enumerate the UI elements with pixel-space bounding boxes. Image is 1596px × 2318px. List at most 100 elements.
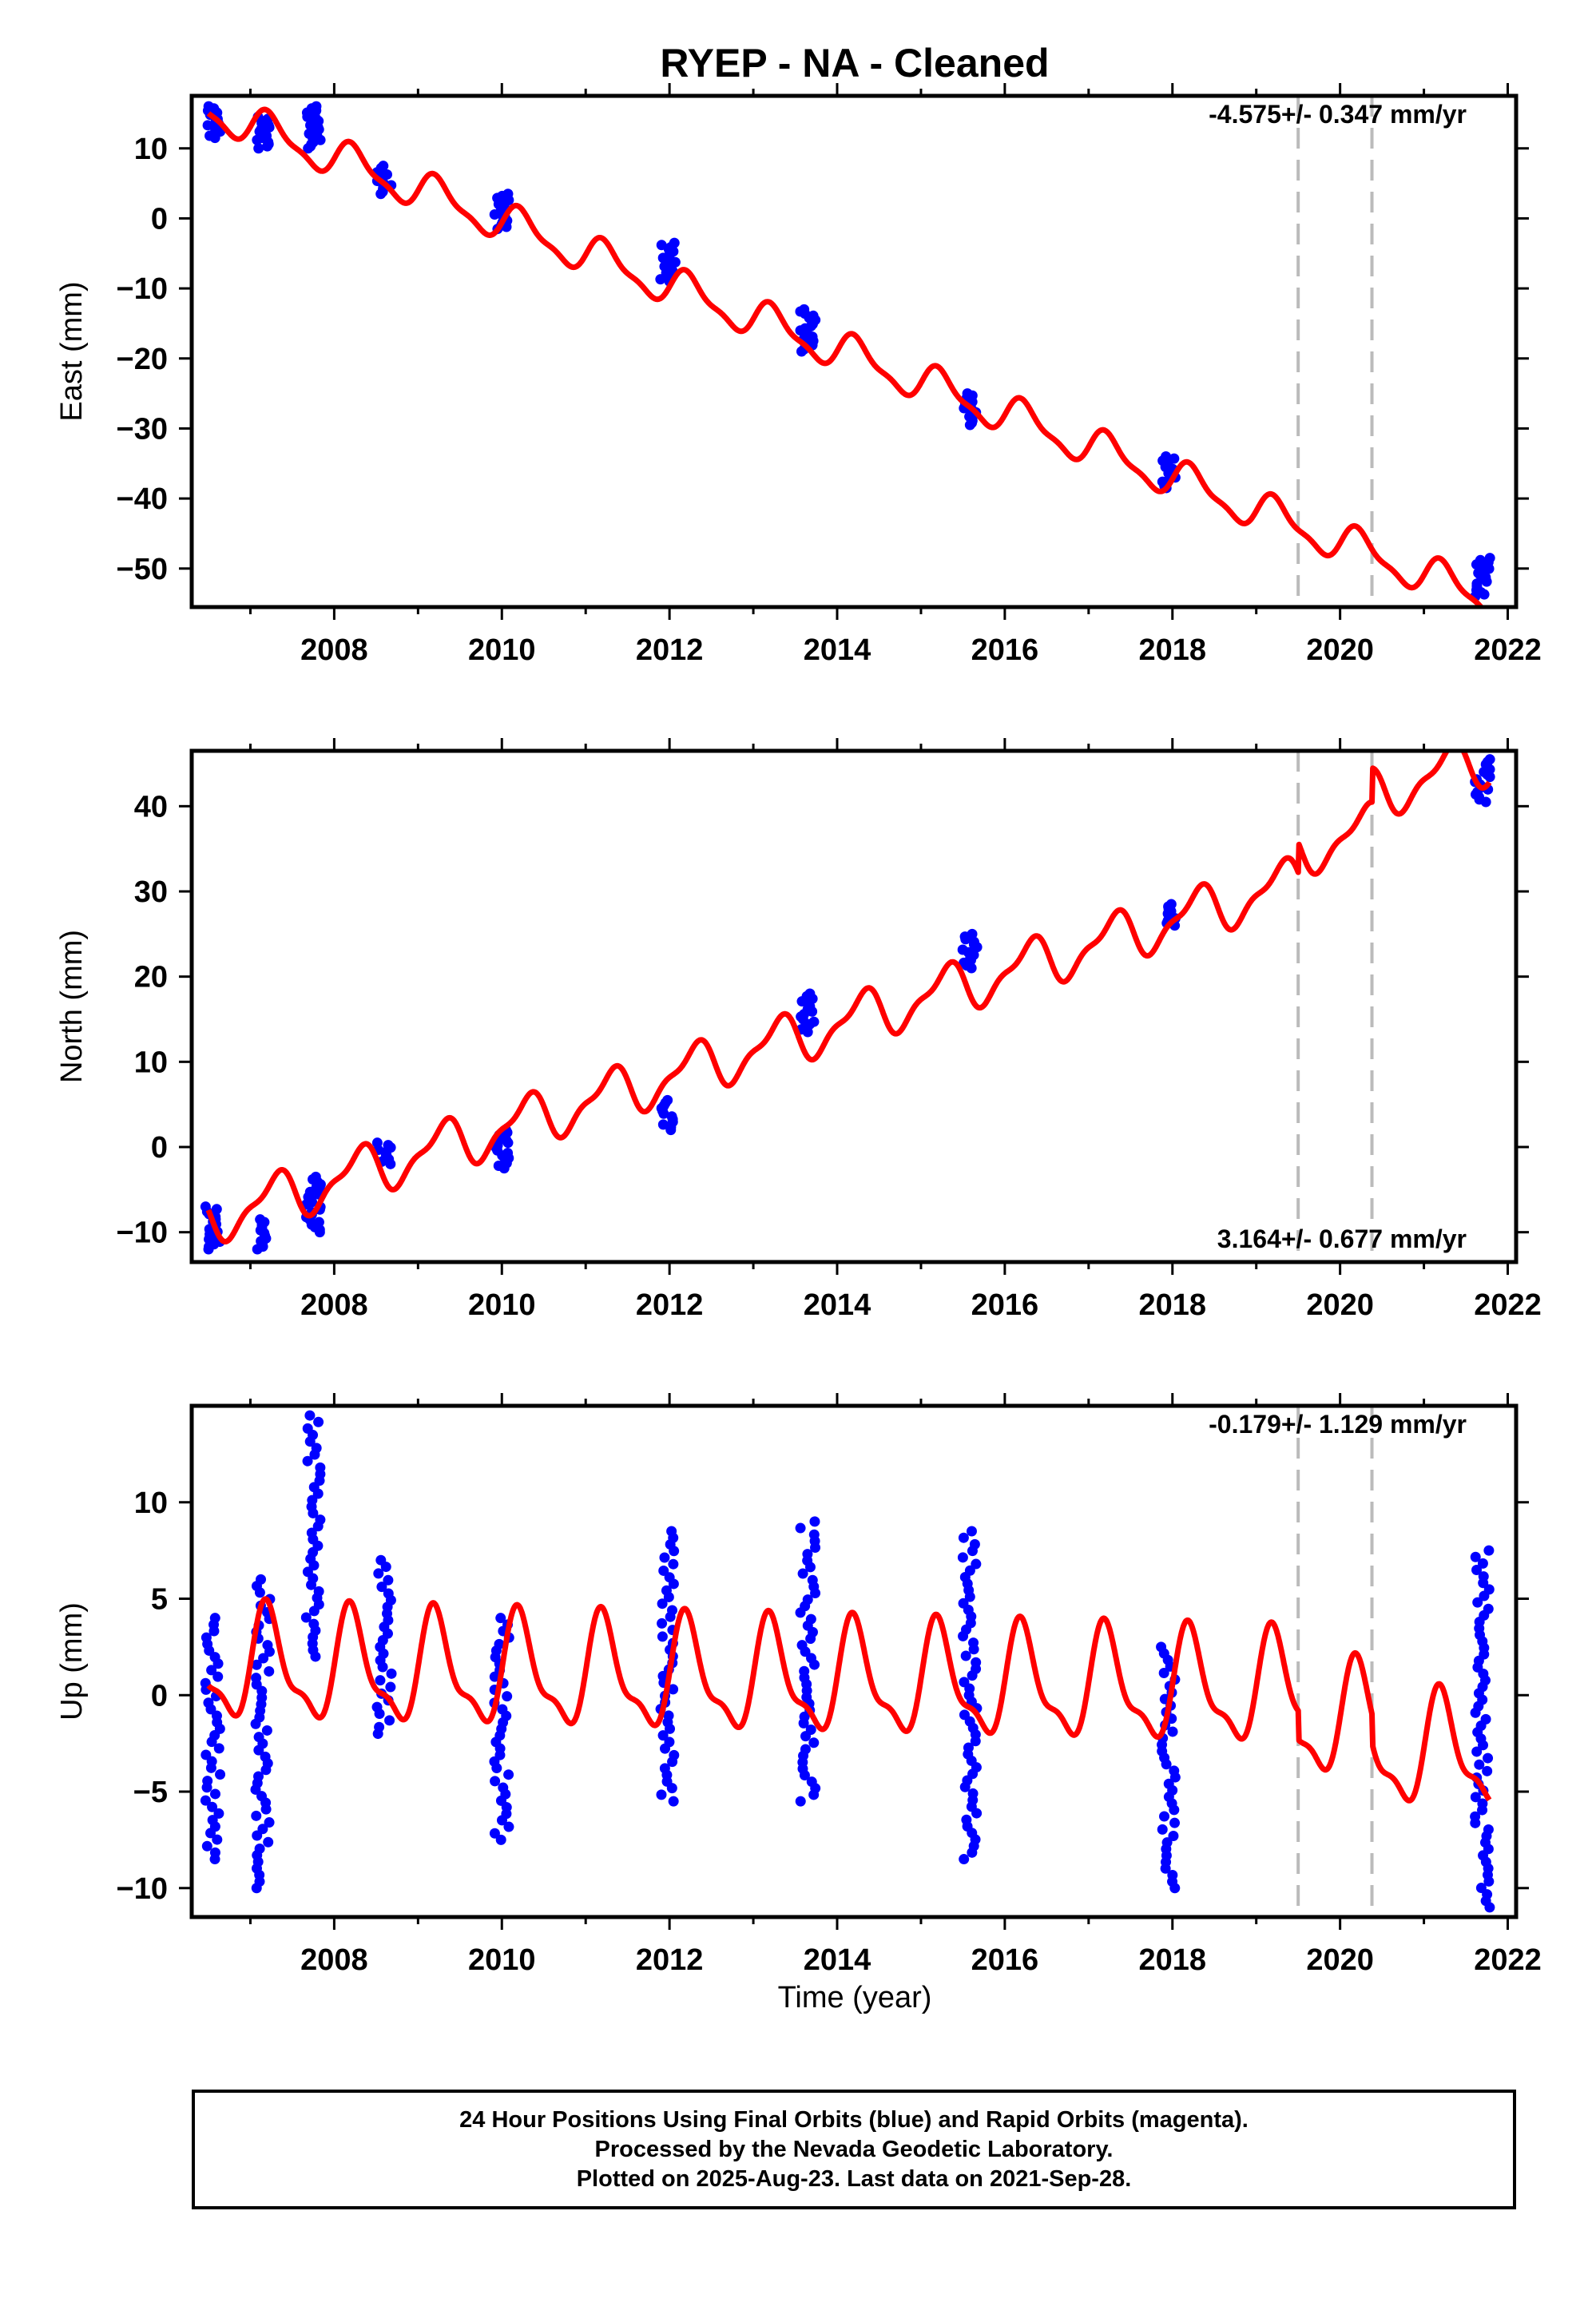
y-axis-label-up: Up (mm) — [55, 1602, 89, 1721]
data-point — [967, 928, 978, 939]
x-tick-label: 2022 — [1474, 1943, 1542, 1977]
data-point — [264, 1665, 275, 1677]
data-point — [962, 388, 973, 399]
data-point — [663, 1710, 674, 1721]
data-point — [202, 120, 213, 131]
x-tick-label: 2018 — [1138, 1288, 1206, 1322]
data-point — [254, 1843, 265, 1854]
data-point — [313, 1217, 324, 1228]
data-point — [959, 1709, 970, 1721]
data-point — [253, 1732, 264, 1743]
data-point — [313, 1586, 324, 1597]
data-point — [664, 1737, 675, 1748]
data-point — [797, 1568, 808, 1579]
data-point — [497, 1704, 508, 1715]
data-point — [374, 1721, 385, 1733]
data-point — [795, 1522, 806, 1534]
y-tick-label: 10 — [134, 1046, 168, 1079]
data-point — [1484, 553, 1495, 564]
data-point — [200, 1201, 211, 1213]
data-point — [310, 1171, 321, 1182]
data-point — [251, 1810, 262, 1821]
x-tick-label: 2010 — [468, 633, 536, 667]
data-point — [495, 1613, 506, 1624]
footer-line-plotted: Plotted on 2025-Aug-23. Last data on 202… — [576, 2165, 1132, 2192]
data-point — [371, 1701, 383, 1713]
data-point — [668, 1558, 679, 1570]
data-point — [1165, 899, 1177, 910]
y-tick-label: 5 — [151, 1583, 168, 1617]
data-point — [1475, 554, 1486, 566]
data-point — [957, 944, 968, 955]
data-point — [659, 1552, 670, 1563]
data-point — [806, 1776, 817, 1788]
data-point — [967, 1788, 979, 1799]
data-point — [1161, 451, 1172, 462]
x-tick-label: 2016 — [971, 1943, 1039, 1977]
x-tick-label: 2022 — [1474, 633, 1542, 667]
data-point — [256, 1574, 267, 1585]
footer-caption-box: 24 Hour Positions Using Final Orbits (bl… — [192, 2090, 1516, 2209]
data-point — [200, 1677, 211, 1689]
rate-annotation-east: -4.575+/- 0.347 mm/yr — [1209, 100, 1467, 129]
data-point — [666, 1111, 677, 1122]
data-point — [960, 1650, 971, 1661]
data-point — [1471, 1565, 1483, 1576]
data-point — [958, 1598, 969, 1609]
data-point — [1157, 1824, 1168, 1835]
data-point — [1167, 1869, 1178, 1880]
x-tick-label: 2008 — [300, 633, 368, 667]
data-point — [796, 1640, 808, 1651]
data-point — [1472, 1597, 1483, 1608]
x-tick-label: 2008 — [300, 1943, 368, 1977]
footer-line-processed: Processed by the Nevada Geodetic Laborat… — [594, 2136, 1114, 2162]
y-tick-label: 40 — [134, 790, 168, 824]
data-point — [799, 304, 810, 315]
x-tick-label: 2016 — [971, 633, 1039, 667]
data-point — [1159, 1811, 1170, 1822]
data-point — [251, 1673, 262, 1684]
x-tick-label: 2014 — [804, 633, 871, 667]
data-point — [657, 1631, 668, 1642]
data-point — [669, 1749, 680, 1760]
data-point — [808, 1737, 820, 1748]
data-point — [669, 237, 680, 248]
data-point — [215, 1768, 226, 1780]
y-axis-label-north: North (mm) — [55, 930, 89, 1083]
data-point — [1158, 1668, 1169, 1679]
data-point — [795, 1796, 806, 1807]
y-tick-label: −10 — [117, 272, 168, 306]
data-point — [383, 1574, 394, 1586]
data-point — [1483, 1824, 1494, 1835]
data-point — [958, 1532, 969, 1543]
data-point — [313, 1416, 324, 1427]
x-tick-label: 2022 — [1474, 1288, 1542, 1322]
y-tick-label: −30 — [117, 412, 168, 446]
data-point — [808, 1016, 820, 1027]
x-tick-label: 2014 — [804, 1943, 871, 1977]
data-point — [805, 1725, 816, 1736]
y-tick-label: −50 — [117, 553, 168, 586]
data-point — [308, 1618, 320, 1629]
data-point — [498, 1782, 509, 1793]
x-tick-label: 2012 — [636, 1943, 704, 1977]
y-axis-label-east: East (mm) — [55, 281, 89, 421]
data-point — [212, 1671, 224, 1682]
model-curve — [205, 751, 1492, 1244]
x-tick-label: 2010 — [468, 1943, 536, 1977]
data-point — [1483, 1752, 1494, 1764]
data-point — [658, 1565, 669, 1576]
x-axis-label: Time (year) — [778, 1981, 932, 2014]
y-tick-label: 0 — [151, 1131, 168, 1165]
footer-line-orbits: 24 Hour Positions Using Final Orbits (bl… — [459, 2106, 1249, 2133]
data-point — [385, 1681, 396, 1693]
data-point — [257, 1824, 268, 1835]
data-point — [1470, 1551, 1481, 1562]
model-curve — [206, 106, 1485, 607]
data-point — [657, 1730, 669, 1741]
data-point — [807, 1574, 818, 1586]
data-point — [256, 1791, 268, 1802]
data-point — [963, 1742, 974, 1753]
x-tick-label: 2020 — [1306, 1288, 1374, 1322]
